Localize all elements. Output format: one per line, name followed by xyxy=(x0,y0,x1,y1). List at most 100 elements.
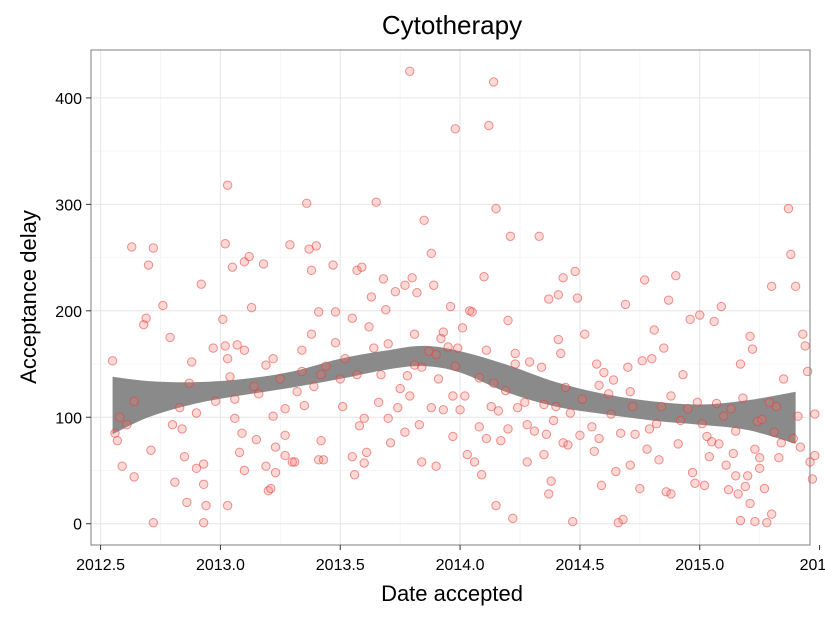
data-point xyxy=(450,124,460,134)
data-point xyxy=(726,404,736,414)
data-point xyxy=(112,435,123,446)
data-point xyxy=(198,517,209,528)
data-point xyxy=(563,440,573,450)
data-point xyxy=(476,470,487,480)
data-point xyxy=(572,293,583,303)
data-point xyxy=(757,414,767,425)
data-point xyxy=(431,349,441,360)
data-point xyxy=(714,439,724,449)
data-point xyxy=(508,513,518,524)
data-point xyxy=(754,453,765,463)
data-point xyxy=(198,479,209,490)
data-point xyxy=(762,517,772,528)
data-point xyxy=(613,517,623,528)
data-point xyxy=(412,288,422,298)
data-point xyxy=(287,457,298,467)
data-point xyxy=(534,231,544,241)
data-point xyxy=(558,438,568,448)
data-point xyxy=(735,359,746,369)
data-point xyxy=(316,435,326,446)
data-point xyxy=(328,260,338,270)
y-tick-label: 300 xyxy=(55,197,82,214)
data-point xyxy=(606,409,616,419)
data-point xyxy=(141,313,151,323)
data-point xyxy=(692,397,703,408)
data-point xyxy=(591,359,602,369)
data-point xyxy=(280,430,290,441)
data-point xyxy=(158,300,168,311)
data-point xyxy=(733,489,743,499)
data-point xyxy=(570,266,580,277)
data-point xyxy=(177,424,187,434)
data-point xyxy=(460,391,470,401)
data-point xyxy=(783,203,794,214)
data-point xyxy=(536,362,547,372)
data-point xyxy=(450,361,460,371)
data-point xyxy=(486,401,496,412)
data-point xyxy=(807,474,818,484)
data-point xyxy=(707,437,717,447)
data-point xyxy=(405,391,415,401)
data-point xyxy=(400,280,410,290)
data-point xyxy=(647,354,657,364)
data-point xyxy=(402,371,413,381)
data-point xyxy=(642,444,652,454)
data-point xyxy=(417,457,427,467)
data-point xyxy=(740,481,750,492)
data-point xyxy=(313,307,324,317)
data-point xyxy=(170,477,180,487)
data-point xyxy=(666,391,676,401)
data-point xyxy=(359,458,369,468)
data-point xyxy=(409,329,420,339)
data-point xyxy=(419,215,429,226)
data-point xyxy=(728,448,739,459)
data-point xyxy=(539,399,549,410)
data-point xyxy=(510,348,520,359)
data-point xyxy=(321,361,331,371)
data-point xyxy=(306,329,317,339)
data-point xyxy=(313,455,324,465)
data-point xyxy=(390,286,401,297)
data-point xyxy=(488,77,499,87)
data-point xyxy=(735,515,746,526)
points-layer xyxy=(107,66,820,528)
data-point xyxy=(426,248,437,259)
data-point xyxy=(239,465,250,476)
data-point xyxy=(625,460,635,470)
data-point xyxy=(208,343,218,353)
data-point xyxy=(218,314,228,325)
data-point xyxy=(663,295,674,305)
data-point xyxy=(222,354,233,364)
data-point xyxy=(798,329,808,339)
data-point xyxy=(544,489,554,499)
data-point xyxy=(771,401,782,412)
data-point xyxy=(644,424,655,434)
data-point xyxy=(340,354,350,364)
data-point xyxy=(198,459,209,469)
data-point xyxy=(630,429,640,439)
data-point xyxy=(258,259,269,269)
data-point xyxy=(690,478,700,488)
data-point xyxy=(481,433,492,444)
data-point xyxy=(297,345,307,355)
data-point xyxy=(685,314,695,325)
x-tick-label: 2015.0 xyxy=(675,557,724,574)
data-point xyxy=(522,420,532,430)
data-point xyxy=(529,426,540,436)
data-point xyxy=(695,310,705,320)
data-point xyxy=(589,446,599,457)
y-tick-label: 200 xyxy=(55,304,82,321)
data-point xyxy=(285,240,295,250)
data-point xyxy=(675,415,686,426)
data-point xyxy=(742,471,753,481)
data-point xyxy=(551,401,561,412)
data-point xyxy=(239,345,250,355)
data-point xyxy=(244,251,254,262)
data-point xyxy=(455,405,465,415)
data-point xyxy=(337,401,348,412)
data-point xyxy=(270,467,281,478)
data-point xyxy=(129,396,139,406)
data-point xyxy=(541,429,552,439)
data-point xyxy=(448,431,458,442)
data-point xyxy=(462,449,472,460)
